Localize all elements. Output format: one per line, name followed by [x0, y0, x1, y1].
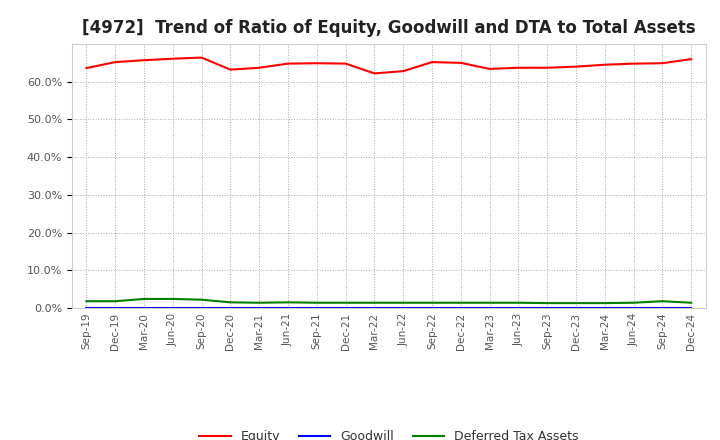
Equity: [514, 65, 523, 70]
Goodwill: [629, 305, 638, 311]
Equity: [168, 56, 177, 61]
Deferred Tax Assets: [687, 300, 696, 305]
Goodwill: [111, 305, 120, 311]
Goodwill: [456, 305, 465, 311]
Goodwill: [428, 305, 436, 311]
Goodwill: [341, 305, 350, 311]
Deferred Tax Assets: [312, 300, 321, 305]
Deferred Tax Assets: [341, 300, 350, 305]
Deferred Tax Assets: [428, 300, 436, 305]
Goodwill: [284, 305, 292, 311]
Goodwill: [82, 305, 91, 311]
Equity: [485, 66, 494, 72]
Equity: [370, 71, 379, 76]
Equity: [111, 59, 120, 65]
Deferred Tax Assets: [600, 301, 609, 306]
Goodwill: [514, 305, 523, 311]
Line: Deferred Tax Assets: Deferred Tax Assets: [86, 299, 691, 303]
Goodwill: [572, 305, 580, 311]
Equity: [658, 61, 667, 66]
Line: Equity: Equity: [86, 58, 691, 73]
Equity: [312, 61, 321, 66]
Deferred Tax Assets: [658, 299, 667, 304]
Goodwill: [543, 305, 552, 311]
Deferred Tax Assets: [197, 297, 206, 302]
Equity: [456, 60, 465, 66]
Deferred Tax Assets: [82, 299, 91, 304]
Equity: [284, 61, 292, 66]
Deferred Tax Assets: [572, 301, 580, 306]
Deferred Tax Assets: [543, 301, 552, 306]
Equity: [341, 61, 350, 66]
Goodwill: [399, 305, 408, 311]
Equity: [140, 58, 148, 63]
Goodwill: [255, 305, 264, 311]
Equity: [82, 66, 91, 71]
Goodwill: [226, 305, 235, 311]
Deferred Tax Assets: [485, 300, 494, 305]
Equity: [543, 65, 552, 70]
Goodwill: [485, 305, 494, 311]
Deferred Tax Assets: [456, 300, 465, 305]
Deferred Tax Assets: [514, 300, 523, 305]
Deferred Tax Assets: [255, 300, 264, 305]
Equity: [197, 55, 206, 60]
Goodwill: [197, 305, 206, 311]
Goodwill: [600, 305, 609, 311]
Deferred Tax Assets: [399, 300, 408, 305]
Equity: [399, 69, 408, 74]
Deferred Tax Assets: [226, 300, 235, 305]
Deferred Tax Assets: [629, 300, 638, 305]
Goodwill: [687, 305, 696, 311]
Equity: [600, 62, 609, 67]
Equity: [687, 56, 696, 62]
Goodwill: [140, 305, 148, 311]
Deferred Tax Assets: [168, 296, 177, 301]
Deferred Tax Assets: [140, 296, 148, 301]
Equity: [226, 67, 235, 72]
Deferred Tax Assets: [370, 300, 379, 305]
Equity: [572, 64, 580, 69]
Equity: [428, 59, 436, 65]
Legend: Equity, Goodwill, Deferred Tax Assets: Equity, Goodwill, Deferred Tax Assets: [194, 425, 583, 440]
Deferred Tax Assets: [111, 299, 120, 304]
Title: [4972]  Trend of Ratio of Equity, Goodwill and DTA to Total Assets: [4972] Trend of Ratio of Equity, Goodwil…: [82, 19, 696, 37]
Goodwill: [168, 305, 177, 311]
Equity: [629, 61, 638, 66]
Deferred Tax Assets: [284, 300, 292, 305]
Goodwill: [658, 305, 667, 311]
Goodwill: [370, 305, 379, 311]
Goodwill: [312, 305, 321, 311]
Equity: [255, 65, 264, 70]
